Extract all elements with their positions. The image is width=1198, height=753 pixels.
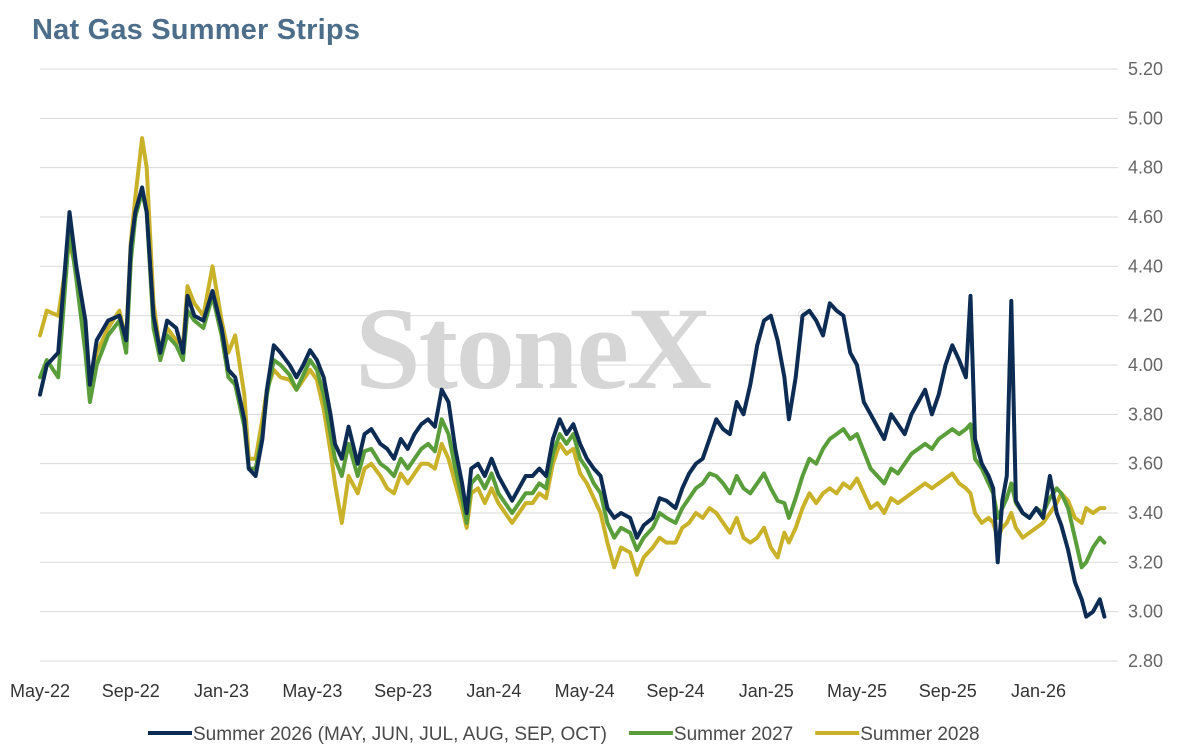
x-tick-label: May-23 (282, 681, 342, 701)
y-tick-label: 5.20 (1128, 59, 1163, 79)
y-tick-label: 4.60 (1128, 207, 1163, 227)
y-tick-label: 4.40 (1128, 256, 1163, 276)
grid-lines (40, 68, 1118, 662)
y-tick-label: 4.80 (1128, 158, 1163, 178)
y-tick-label: 3.60 (1128, 454, 1163, 474)
x-tick-label: Sep-22 (102, 681, 160, 701)
x-tick-label: May-24 (555, 681, 615, 701)
legend-label: Summer 2027 (674, 724, 793, 745)
y-tick-label: 4.20 (1128, 306, 1163, 326)
watermark: StoneX ® (355, 283, 810, 414)
legend-item: Summer 2027 (628, 724, 793, 745)
x-tick-label: Jan-25 (739, 681, 794, 701)
x-tick-label: Jan-24 (466, 681, 521, 701)
legend-item: Summer 2028 (815, 724, 980, 745)
legend-label: Summer 2028 (860, 724, 979, 745)
legend-item: Summer 2026 (MAY, JUN, JUL, AUG, SEP, OC… (148, 724, 607, 745)
x-tick-label: Sep-24 (646, 681, 704, 701)
y-axis-ticks: 5.20 5.00 4.80 4.60 4.40 4.20 4.00 3.80 3.60 3.40… (1128, 59, 1163, 671)
chart-title: Nat Gas Summer Strips (32, 14, 361, 46)
y-tick-label: 3.80 (1128, 404, 1163, 424)
y-tick-label: 4.00 (1128, 355, 1163, 375)
y-tick-label: 5.00 (1128, 108, 1163, 128)
x-tick-label: Jan-23 (194, 681, 249, 701)
y-tick-label: 3.40 (1128, 503, 1163, 523)
x-tick-label: May-22 (10, 681, 70, 701)
y-tick-label: 3.20 (1128, 552, 1163, 572)
legend-label: Summer 2026 (MAY, JUN, JUL, AUG, SEP, OC… (193, 724, 607, 745)
x-tick-label: Jan-26 (1011, 681, 1066, 701)
legend: Summer 2026 (MAY, JUN, JUL, AUG, SEP, OC… (148, 724, 980, 745)
series-line-0 (38, 185, 1107, 619)
x-tick-label: Sep-23 (374, 681, 432, 701)
series-line-2 (38, 136, 1107, 577)
x-axis-ticks: May-22 Sep-22 Jan-23 May-23 Sep-23 Jan-24 May-… (10, 681, 1066, 701)
y-tick-label: 3.00 (1128, 602, 1163, 622)
x-tick-label: Sep-25 (919, 681, 977, 701)
y-tick-label: 2.80 (1128, 651, 1163, 671)
watermark-text: StoneX (355, 283, 711, 414)
x-tick-label: May-25 (827, 681, 887, 701)
series-lines (38, 136, 1107, 619)
